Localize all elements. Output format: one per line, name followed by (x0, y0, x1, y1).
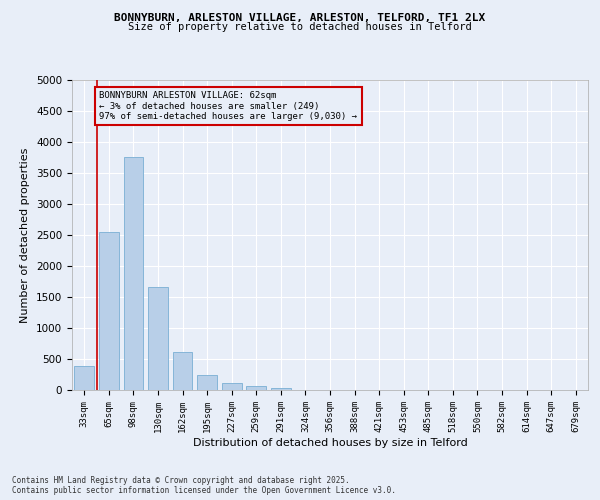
Text: Size of property relative to detached houses in Telford: Size of property relative to detached ho… (128, 22, 472, 32)
Text: Contains HM Land Registry data © Crown copyright and database right 2025.
Contai: Contains HM Land Registry data © Crown c… (12, 476, 396, 495)
X-axis label: Distribution of detached houses by size in Telford: Distribution of detached houses by size … (193, 438, 467, 448)
Bar (173, 352, 193, 390)
Bar (271, 388, 290, 390)
Bar (99, 232, 119, 390)
Text: BONNYBURN ARLESTON VILLAGE: 62sqm
← 3% of detached houses are smaller (249)
97% : BONNYBURN ARLESTON VILLAGE: 62sqm ← 3% o… (99, 91, 357, 121)
Bar (124, 157, 143, 390)
Bar (74, 366, 94, 390)
Bar (148, 287, 168, 390)
Bar (222, 384, 242, 390)
Bar (197, 375, 217, 390)
Bar (247, 386, 266, 390)
Text: BONNYBURN, ARLESTON VILLAGE, ARLESTON, TELFORD, TF1 2LX: BONNYBURN, ARLESTON VILLAGE, ARLESTON, T… (115, 12, 485, 22)
Y-axis label: Number of detached properties: Number of detached properties (20, 148, 31, 322)
